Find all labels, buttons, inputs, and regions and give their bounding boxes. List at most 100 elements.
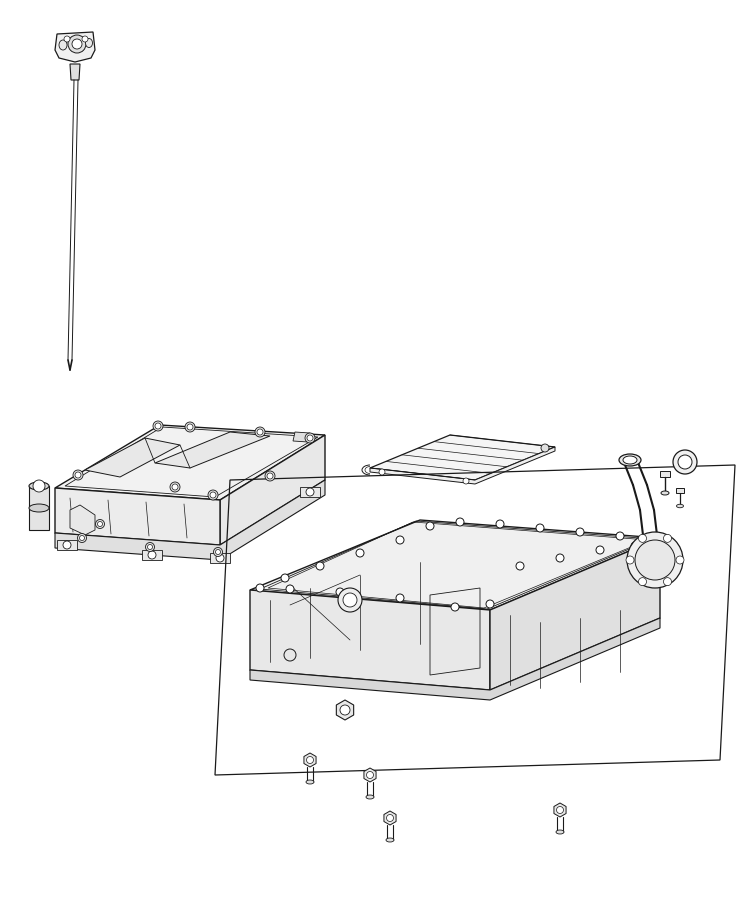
Circle shape [64,36,70,42]
Polygon shape [220,435,325,545]
Polygon shape [250,520,660,610]
Circle shape [255,427,265,437]
Ellipse shape [677,504,683,508]
Ellipse shape [386,838,394,842]
Ellipse shape [366,795,374,799]
Ellipse shape [661,491,669,495]
Circle shape [556,554,564,562]
Circle shape [73,470,83,480]
Ellipse shape [556,830,564,834]
Circle shape [576,528,584,536]
Circle shape [170,482,180,492]
Circle shape [216,550,221,554]
Polygon shape [364,768,376,782]
Ellipse shape [85,39,93,48]
Circle shape [307,435,313,441]
Circle shape [172,484,178,490]
Polygon shape [29,486,49,530]
Circle shape [663,578,671,586]
Circle shape [305,433,315,443]
Circle shape [33,480,45,492]
Circle shape [306,488,314,496]
Circle shape [541,444,549,452]
Circle shape [216,554,224,562]
Polygon shape [300,487,320,497]
Polygon shape [660,471,670,477]
Circle shape [307,757,313,763]
Ellipse shape [619,454,641,466]
Polygon shape [142,550,162,560]
Circle shape [338,588,362,612]
Polygon shape [55,480,325,560]
Circle shape [63,541,71,549]
Polygon shape [370,447,555,484]
Circle shape [486,600,494,608]
Circle shape [340,705,350,715]
Polygon shape [250,590,490,690]
Polygon shape [676,488,684,493]
Polygon shape [57,540,77,550]
Polygon shape [490,538,660,690]
Circle shape [456,518,464,526]
Circle shape [463,478,469,484]
Polygon shape [55,32,95,62]
Circle shape [367,771,373,778]
Circle shape [396,594,404,602]
Ellipse shape [306,780,314,784]
Circle shape [676,556,684,564]
Ellipse shape [623,456,637,464]
Circle shape [267,473,273,479]
Polygon shape [384,811,396,825]
Ellipse shape [29,504,49,512]
Circle shape [536,524,544,532]
Circle shape [187,424,193,430]
Polygon shape [55,488,220,545]
Circle shape [281,574,289,582]
Circle shape [596,546,604,554]
Circle shape [72,39,82,49]
Circle shape [265,471,275,481]
Circle shape [635,540,675,580]
Circle shape [68,35,86,53]
Polygon shape [370,435,555,480]
Circle shape [396,536,404,544]
Circle shape [286,585,294,593]
Circle shape [213,547,222,556]
Circle shape [379,469,385,475]
Circle shape [627,532,683,588]
Circle shape [336,588,344,596]
Circle shape [147,544,153,550]
Circle shape [78,534,87,543]
Circle shape [75,472,81,478]
Polygon shape [336,700,353,720]
Circle shape [155,423,161,429]
Circle shape [426,522,434,530]
Polygon shape [293,432,310,442]
Circle shape [153,421,163,431]
Polygon shape [210,553,230,563]
Circle shape [96,519,104,528]
Circle shape [82,36,88,42]
Polygon shape [155,432,270,468]
Circle shape [663,535,671,543]
Circle shape [639,535,646,543]
Circle shape [556,806,563,814]
Circle shape [516,562,524,570]
Circle shape [616,532,624,540]
Ellipse shape [29,482,49,490]
Circle shape [284,649,296,661]
Circle shape [256,584,264,592]
Circle shape [644,535,652,543]
Circle shape [208,490,218,500]
Circle shape [145,543,155,552]
Circle shape [496,520,504,528]
Circle shape [257,429,263,435]
Polygon shape [70,64,80,80]
Polygon shape [554,803,566,817]
Circle shape [673,450,697,474]
Circle shape [631,542,639,550]
Polygon shape [70,505,95,535]
Circle shape [148,551,156,559]
Circle shape [98,521,102,526]
Circle shape [626,556,634,564]
